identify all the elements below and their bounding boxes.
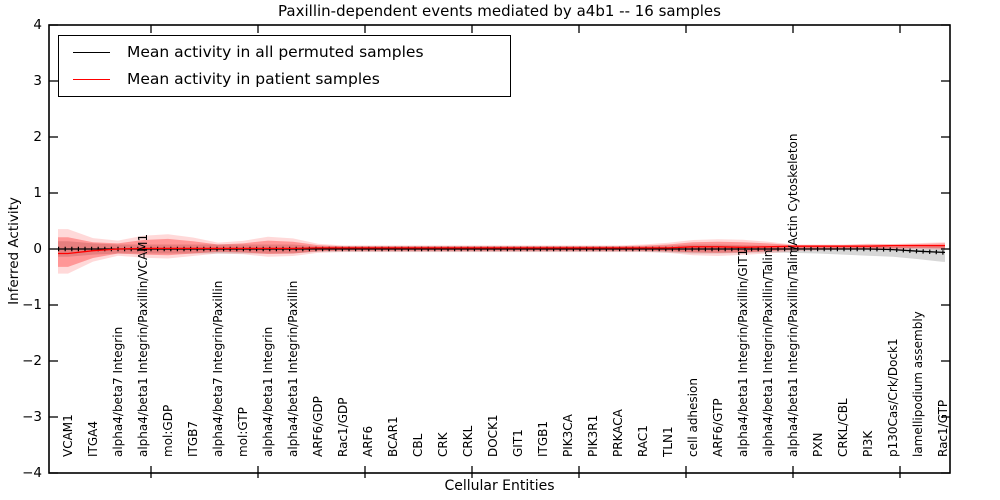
legend-label-permuted: Mean activity in all permuted samples xyxy=(127,43,424,61)
y-tick-label: 0 xyxy=(33,241,42,257)
x-category-label: alpha4/beta1 Integrin/Paxillin/GIT1 xyxy=(736,248,750,457)
x-category-label: CRKL/CBL xyxy=(836,398,850,457)
x-category-label: ITGB7 xyxy=(186,420,200,457)
x-category-label: ARF6/GTP xyxy=(711,398,725,457)
x-category-label: alpha4/beta1 Integrin xyxy=(261,326,275,457)
x-category-label: alpha4/beta1 Integrin/Paxillin/VCAM1 xyxy=(136,233,150,457)
x-category-label: alpha4/beta1 Integrin/Paxillin/Talin/Act… xyxy=(786,133,800,457)
x-category-label: mol:GDP xyxy=(161,404,175,457)
x-category-label: CRK xyxy=(436,432,450,457)
x-category-label: DOCK1 xyxy=(486,414,500,457)
y-tick-label: −4 xyxy=(22,465,42,481)
patient-band-outer xyxy=(58,229,945,274)
x-category-label: PI3K xyxy=(861,430,875,457)
x-category-label: PIK3R1 xyxy=(586,414,600,457)
legend-label-patient: Mean activity in patient samples xyxy=(127,70,380,88)
x-category-label: VCAM1 xyxy=(61,414,75,457)
x-category-label: TLN1 xyxy=(661,426,675,457)
x-category-label: ITGB1 xyxy=(536,420,550,457)
y-tick-label: 1 xyxy=(33,185,42,201)
x-category-label: CBL xyxy=(411,433,425,457)
x-category-label: GIT1 xyxy=(511,429,525,457)
x-axis-label: Cellular Entities xyxy=(444,478,555,494)
legend-box: Mean activity in all permuted samples Me… xyxy=(58,35,511,97)
permuted-line-swatch xyxy=(73,51,110,53)
x-category-label: PXN xyxy=(811,432,825,457)
x-category-label: Rac1/GTP xyxy=(936,399,950,457)
x-category-label: PRKACA xyxy=(611,409,625,457)
x-category-label: alpha4/beta7 Integrin xyxy=(111,326,125,457)
x-category-label: ITGA4 xyxy=(86,420,100,457)
y-tick-label: 4 xyxy=(33,17,42,33)
x-category-label: RAC1 xyxy=(636,425,650,457)
x-category-label: alpha4/beta7 Integrin/Paxillin xyxy=(211,280,225,457)
x-category-label: Rac1/GDP xyxy=(336,397,350,457)
x-category-label: alpha4/beta1 Integrin/Paxillin/Talin xyxy=(761,249,775,457)
x-category-label: p130Cas/Crk/Dock1 xyxy=(886,338,900,457)
patient-mean-line xyxy=(58,244,945,255)
patient-line-swatch xyxy=(73,78,110,80)
x-category-label: lamellipodium assembly xyxy=(911,311,925,457)
patient-band xyxy=(58,237,945,267)
chart-title: Paxillin-dependent events mediated by a4… xyxy=(278,2,721,20)
y-tick-label: −2 xyxy=(22,353,42,369)
y-tick-label: −1 xyxy=(22,297,42,313)
x-category-label: BCAR1 xyxy=(386,416,400,457)
x-category-label: PIK3CA xyxy=(561,414,575,457)
x-category-label: ARF6/GDP xyxy=(311,396,325,457)
x-category-label: cell adhesion xyxy=(686,378,700,457)
y-tick-label: −3 xyxy=(22,409,42,425)
x-category-label: ARF6 xyxy=(361,425,375,457)
y-tick-label: 2 xyxy=(33,129,42,145)
x-category-label: alpha4/beta1 Integrin/Paxillin xyxy=(286,280,300,457)
x-category-label: CRKL xyxy=(461,425,475,457)
legend-item-patient: Mean activity in patient samples xyxy=(59,66,510,92)
y-tick-label: 3 xyxy=(33,73,42,89)
legend-item-permuted: Mean activity in all permuted samples xyxy=(59,39,510,65)
x-category-label: mol:GTP xyxy=(236,407,250,457)
